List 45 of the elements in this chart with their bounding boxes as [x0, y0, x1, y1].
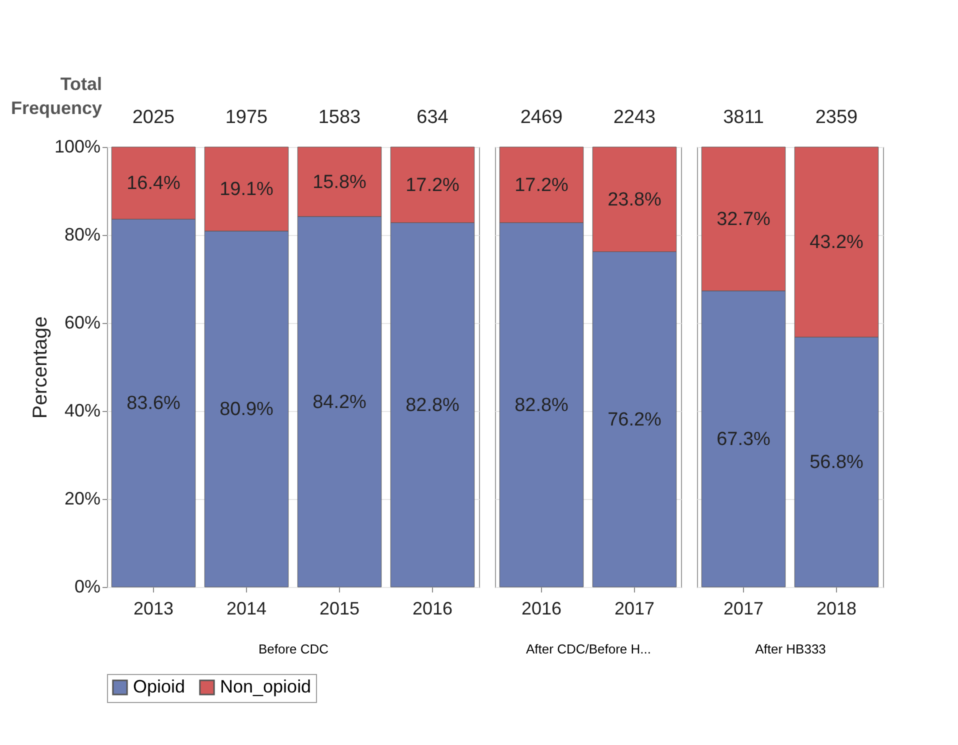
x-axis-title: Before CDC — [258, 642, 329, 656]
data-label: 83.6% — [126, 393, 181, 414]
y-axis-title: Percentage — [29, 316, 52, 419]
data-label: 17.2% — [514, 174, 569, 196]
text: 2359 — [815, 107, 858, 128]
data-label: 43.2% — [810, 232, 864, 254]
data-label: 23.8% — [608, 189, 662, 210]
x-axis-title: After CDC/Before H... — [526, 642, 651, 656]
x-tick-label: 2016 — [521, 598, 562, 618]
x-axis-title: After HB333 — [755, 642, 826, 656]
data-label: 56.8% — [810, 452, 864, 474]
x-tick-label: 2015 — [319, 598, 360, 618]
y-tick-label: 0% — [74, 576, 100, 596]
data-label: 76.2% — [608, 409, 662, 430]
data-label: 16.4% — [126, 173, 181, 194]
x-tick-label: 2013 — [133, 598, 174, 618]
legend-label: Opioid — [133, 676, 186, 696]
y-tick-label: 40% — [64, 400, 100, 420]
data-label: 82.8% — [514, 394, 569, 416]
x-tick-label: 2016 — [412, 598, 453, 618]
data-label: 84.2% — [312, 392, 367, 413]
text: 2469 — [520, 107, 563, 128]
text: 2025 — [132, 107, 175, 128]
text: 1975 — [225, 107, 268, 128]
y-tick-label: 60% — [64, 312, 100, 332]
data-label: 17.2% — [406, 174, 460, 196]
text: 634 — [416, 107, 449, 128]
x-tick-label: 2017 — [723, 598, 764, 618]
text: 1583 — [318, 107, 361, 128]
y-tick-label: 80% — [64, 224, 100, 244]
y-tick-label: 20% — [64, 488, 100, 508]
data-label: 80.9% — [220, 399, 274, 420]
data-label: 82.8% — [406, 394, 460, 416]
x-tick-label: 2018 — [816, 598, 857, 618]
text: 2243 — [613, 107, 656, 128]
text: Total Frequency — [10, 74, 102, 118]
x-tick-label: 2017 — [614, 598, 655, 618]
data-label: 19.1% — [220, 179, 274, 200]
y-tick-label: 100% — [54, 136, 100, 156]
data-label: 67.3% — [716, 428, 771, 450]
data-label: 32.7% — [716, 208, 771, 230]
data-label: 15.8% — [312, 172, 367, 193]
legend-label: Non_opioid — [220, 676, 312, 696]
x-tick-label: 2014 — [226, 598, 267, 618]
text: 3811 — [723, 107, 764, 128]
